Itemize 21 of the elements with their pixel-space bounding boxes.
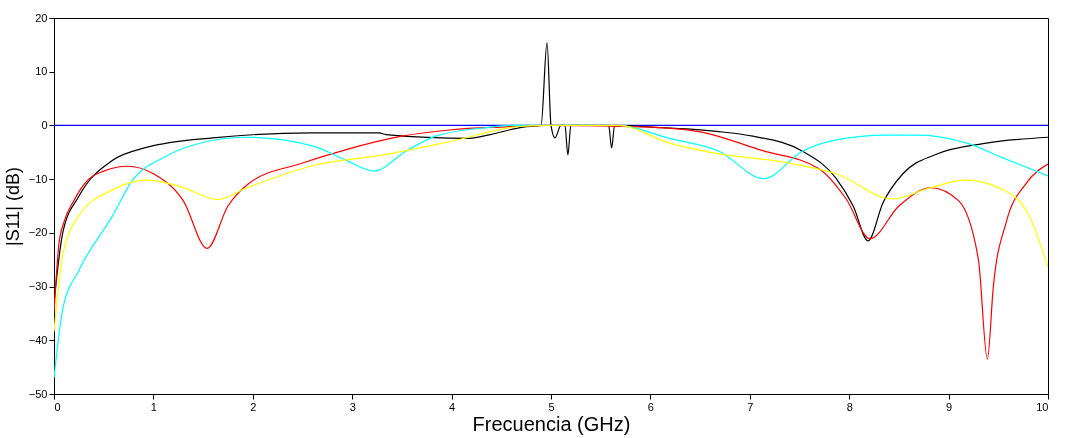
y-tick-label: 20 [35, 11, 48, 24]
x-tick-label: 5 [548, 400, 555, 413]
x-tick-label: 4 [449, 400, 456, 413]
y-axis-title: |S11| (dB) [2, 166, 23, 247]
y-tick-label: −30 [28, 280, 48, 293]
x-tick-label: 1 [150, 400, 157, 413]
y-tick-label: 0 [41, 118, 48, 131]
y-tick-label: 10 [35, 65, 48, 78]
x-tick-label: 2 [250, 400, 257, 413]
y-tick-label: −40 [28, 333, 48, 346]
x-tick-label: 7 [747, 400, 754, 413]
x-tick-label: 0 [54, 400, 61, 413]
x-tick-label: 10 [1036, 400, 1049, 413]
y-tick-label: −10 [28, 172, 48, 185]
x-axis-title: Frecuencia (GHz) [472, 412, 631, 435]
y-tick-label: −50 [28, 387, 48, 400]
x-tick-label: 6 [647, 400, 654, 413]
x-tick-label: 9 [946, 400, 953, 413]
y-tick-label: −20 [28, 226, 48, 239]
x-tick-label: 3 [349, 400, 356, 413]
x-tick-label: 8 [846, 400, 853, 413]
